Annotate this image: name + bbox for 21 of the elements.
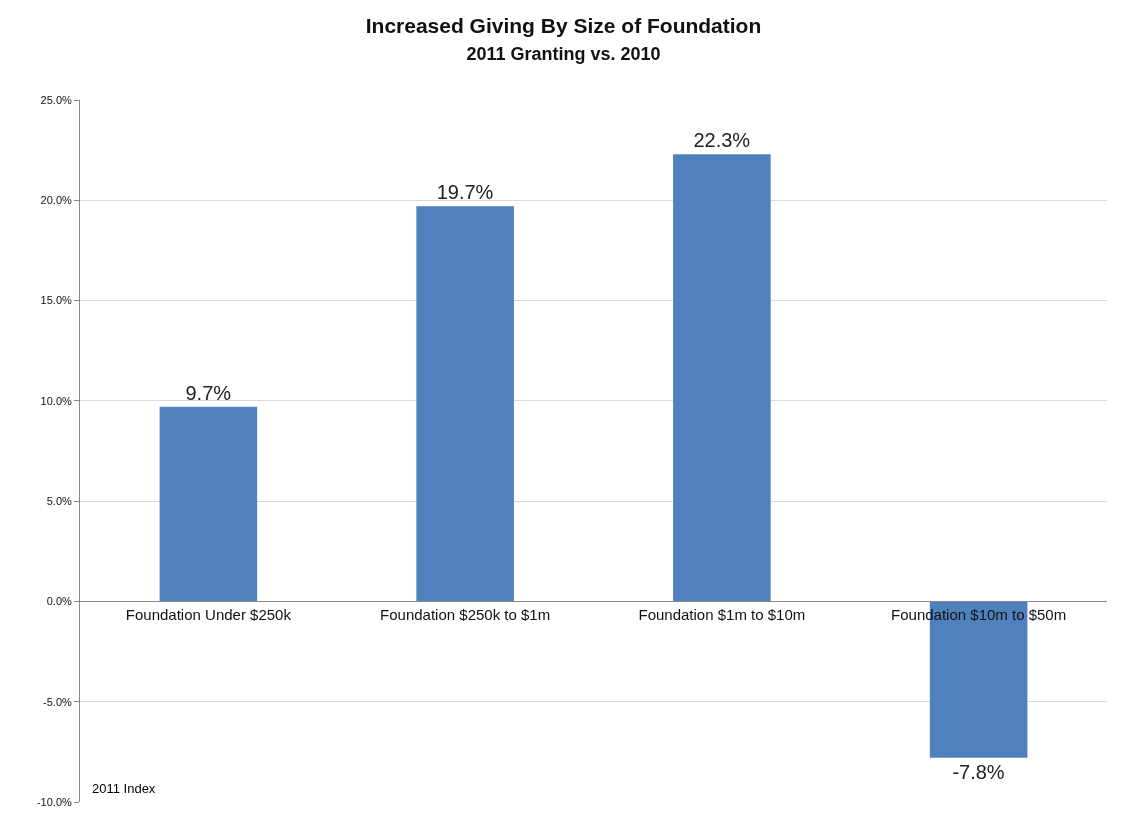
y-tick-label: 15.0% (40, 294, 73, 307)
y-tick-label: 0.0% (46, 595, 73, 608)
y-tick-label: -5.0% (43, 695, 72, 708)
y-tick-label: 5.0% (46, 494, 73, 507)
y-tick-label: -10.0% (36, 795, 73, 808)
bar (416, 206, 514, 602)
y-tick-label: 20.0% (40, 194, 73, 207)
x-tick-label: Foundation $1m to $10m (638, 606, 806, 624)
annotation: 2011 Index (92, 781, 156, 796)
chart-subtitle: 2011 Granting vs. 2010 (466, 44, 661, 65)
data-label: -7.8% (952, 760, 1005, 783)
chart-title: Increased Giving By Size of Foundation (365, 13, 762, 37)
bar (159, 406, 258, 602)
data-label: 9.7% (185, 381, 232, 404)
x-tick-label: Foundation $250k to $1m (380, 606, 551, 624)
data-label: 19.7% (436, 181, 494, 204)
bar (673, 154, 771, 602)
y-tick-label: 25.0% (40, 93, 73, 106)
x-tick-label: Foundation Under $250k (125, 606, 292, 624)
data-label: 22.3% (693, 129, 751, 152)
y-tick-label: 10.0% (40, 394, 73, 407)
